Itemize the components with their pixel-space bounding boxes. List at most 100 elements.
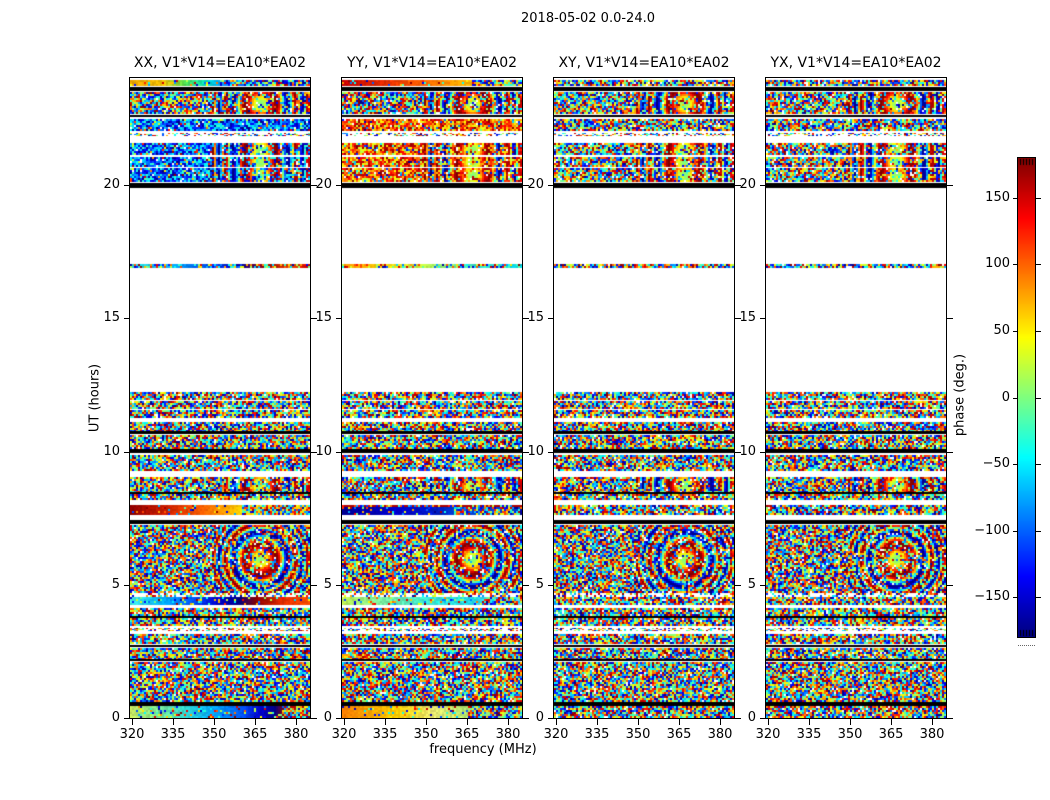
y-tick-mark bbox=[735, 185, 741, 186]
colorbar-tick-mark bbox=[1036, 198, 1041, 199]
x-tick-mark bbox=[850, 719, 851, 725]
y-tick-label: 10 bbox=[739, 444, 756, 459]
panel-title-YY: YY, V1*V14=EA10*EA02 bbox=[346, 55, 518, 71]
y-tick-mark bbox=[947, 452, 953, 453]
colorbar-tick-label: −50 bbox=[982, 456, 1010, 471]
y-tick-mark bbox=[311, 585, 317, 586]
y-tick-mark bbox=[124, 718, 130, 719]
y-tick-mark bbox=[523, 718, 529, 719]
x-tick-label: 380 bbox=[495, 727, 521, 742]
x-tick-label: 320 bbox=[119, 727, 145, 742]
colorbar-gradient bbox=[1017, 157, 1036, 638]
x-tick-mark bbox=[173, 719, 174, 725]
colorbar-tick-label: 0 bbox=[1001, 390, 1010, 405]
y-tick-mark bbox=[735, 585, 741, 586]
x-tick-mark bbox=[638, 719, 639, 725]
x-tick-label: 335 bbox=[372, 727, 398, 742]
x-tick-label: 320 bbox=[543, 727, 569, 742]
colorbar-tick-mark bbox=[1036, 264, 1041, 265]
y-tick-mark bbox=[124, 452, 130, 453]
x-tick-mark bbox=[296, 719, 297, 725]
y-tick-label: 0 bbox=[323, 710, 332, 725]
y-tick-label: 5 bbox=[111, 577, 120, 592]
y-tick-mark bbox=[760, 585, 766, 586]
y-tick-label: 10 bbox=[315, 444, 332, 459]
y-tick-mark bbox=[947, 718, 953, 719]
x-axis-label: frequency (MHz) bbox=[429, 742, 537, 757]
x-tick-mark bbox=[768, 719, 769, 725]
figure-title: 2018-05-02 0.0-24.0 bbox=[521, 11, 655, 26]
x-tick-label: 350 bbox=[201, 727, 227, 742]
x-tick-mark bbox=[556, 719, 557, 725]
y-tick-label: 0 bbox=[535, 710, 544, 725]
y-tick-label: 0 bbox=[747, 710, 756, 725]
colorbar-tick-mark bbox=[1036, 398, 1041, 399]
colorbar-tick-mark bbox=[1013, 398, 1018, 399]
x-tick-mark bbox=[809, 719, 810, 725]
colorbar-end-dots bbox=[1018, 645, 1035, 646]
x-tick-label: 380 bbox=[283, 727, 309, 742]
colorbar-tick-mark bbox=[1013, 597, 1018, 598]
y-tick-mark bbox=[735, 452, 741, 453]
x-tick-label: 320 bbox=[755, 727, 781, 742]
heatmap-XX bbox=[129, 77, 311, 719]
x-tick-mark bbox=[385, 719, 386, 725]
y-tick-mark bbox=[124, 318, 130, 319]
x-tick-label: 335 bbox=[584, 727, 610, 742]
y-tick-label: 5 bbox=[323, 577, 332, 592]
panel-title-XY: XY, V1*V14=EA10*EA02 bbox=[558, 55, 730, 71]
x-tick-mark bbox=[720, 719, 721, 725]
heatmap-YY bbox=[341, 77, 523, 719]
colorbar-label: phase (deg.) bbox=[952, 353, 968, 437]
y-tick-mark bbox=[760, 452, 766, 453]
colorbar-tick-mark bbox=[1036, 331, 1041, 332]
y-tick-label: 0 bbox=[111, 710, 120, 725]
x-tick-mark bbox=[344, 719, 345, 725]
y-tick-mark bbox=[523, 185, 529, 186]
colorbar-tick-mark bbox=[1013, 198, 1018, 199]
y-tick-mark bbox=[336, 452, 342, 453]
y-tick-mark bbox=[336, 585, 342, 586]
y-tick-mark bbox=[311, 318, 317, 319]
y-tick-mark bbox=[336, 185, 342, 186]
x-tick-mark bbox=[426, 719, 427, 725]
colorbar-tick-mark bbox=[1013, 331, 1018, 332]
y-tick-label: 15 bbox=[315, 310, 332, 325]
x-tick-mark bbox=[597, 719, 598, 725]
heatmap-YX bbox=[765, 77, 947, 719]
y-tick-mark bbox=[735, 718, 741, 719]
y-tick-mark bbox=[523, 318, 529, 319]
y-tick-mark bbox=[548, 585, 554, 586]
y-tick-label: 20 bbox=[103, 177, 120, 192]
y-tick-mark bbox=[336, 718, 342, 719]
colorbar-tick-label: 50 bbox=[993, 323, 1010, 338]
y-tick-mark bbox=[947, 318, 953, 319]
y-tick-mark bbox=[548, 185, 554, 186]
colorbar-tick-mark bbox=[1013, 264, 1018, 265]
y-tick-mark bbox=[947, 585, 953, 586]
x-tick-label: 350 bbox=[625, 727, 651, 742]
colorbar-tick-mark bbox=[1036, 464, 1041, 465]
y-axis-label: UT (hours) bbox=[87, 363, 103, 433]
y-tick-mark bbox=[548, 452, 554, 453]
x-tick-mark bbox=[932, 719, 933, 725]
x-tick-label: 365 bbox=[878, 727, 904, 742]
colorbar-tick-mark bbox=[1036, 531, 1041, 532]
x-tick-label: 350 bbox=[413, 727, 439, 742]
y-tick-mark bbox=[760, 185, 766, 186]
y-tick-mark bbox=[548, 318, 554, 319]
colorbar-tick-label: −150 bbox=[974, 589, 1010, 604]
x-tick-label: 335 bbox=[796, 727, 822, 742]
x-tick-label: 350 bbox=[837, 727, 863, 742]
y-tick-mark bbox=[336, 318, 342, 319]
x-tick-mark bbox=[214, 719, 215, 725]
y-tick-mark bbox=[548, 718, 554, 719]
y-tick-label: 20 bbox=[527, 177, 544, 192]
y-tick-label: 10 bbox=[527, 444, 544, 459]
y-tick-label: 15 bbox=[739, 310, 756, 325]
colorbar-tick-mark bbox=[1036, 597, 1041, 598]
x-tick-label: 380 bbox=[707, 727, 733, 742]
x-tick-mark bbox=[467, 719, 468, 725]
y-tick-mark bbox=[760, 718, 766, 719]
